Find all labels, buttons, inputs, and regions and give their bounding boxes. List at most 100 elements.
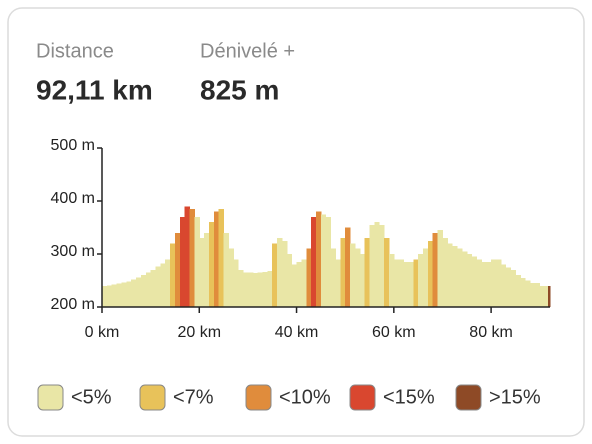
- profile-bar: [340, 238, 346, 307]
- profile-bar: [136, 277, 142, 307]
- legend-label: <10%: [279, 386, 331, 408]
- y-tick-label: 400 m: [51, 190, 95, 207]
- profile-bar: [301, 259, 307, 307]
- profile-bar: [286, 254, 293, 307]
- profile-bar: [442, 238, 448, 307]
- profile-bar: [495, 259, 502, 307]
- profile-bar: [102, 285, 108, 307]
- legend-swatch: [245, 384, 272, 411]
- legend-swatch: [37, 384, 64, 411]
- profile-bar: [413, 259, 419, 307]
- y-tick-label: 500 m: [51, 137, 95, 154]
- profile-bar: [335, 259, 341, 307]
- profile-bar: [408, 261, 414, 307]
- profile-bar: [379, 224, 385, 307]
- legend-swatch: [349, 384, 376, 411]
- profile-bar: [252, 273, 259, 307]
- profile-bar: [277, 238, 283, 307]
- profile-bar: [145, 272, 152, 307]
- profile-bar: [272, 243, 278, 307]
- profile-bar: [423, 248, 429, 307]
- profile-bar: [345, 227, 351, 307]
- profile-bar: [223, 232, 229, 307]
- legend-swatch: [139, 384, 166, 411]
- profile-bar: [106, 285, 113, 307]
- y-tick-label: 300 m: [51, 243, 95, 260]
- profile-bar: [481, 261, 487, 307]
- profile-bar: [418, 254, 424, 307]
- profile-bar: [427, 240, 434, 307]
- profile-bar: [548, 285, 551, 307]
- legend-label: <5%: [71, 386, 112, 408]
- profile-bar: [486, 261, 492, 307]
- profile-bar: [466, 254, 473, 307]
- profile-bar: [461, 251, 468, 307]
- profile-bar: [330, 248, 336, 307]
- profile-bar: [393, 259, 400, 307]
- x-tick-label: 20 km: [177, 324, 221, 341]
- profile-bar: [534, 283, 541, 307]
- profile-bar: [126, 281, 132, 307]
- stat-value: 92,11 km: [36, 74, 153, 105]
- legend-label: <15%: [383, 386, 435, 408]
- profile-bar: [243, 272, 249, 307]
- x-tick-label: 60 km: [372, 324, 416, 341]
- profile-bar: [374, 222, 380, 307]
- profile-bar: [257, 272, 264, 307]
- profile-bar: [291, 264, 298, 307]
- profile-bar: [204, 232, 210, 307]
- profile-bar: [165, 259, 171, 307]
- stat-label: Distance: [36, 40, 114, 62]
- profile-bar: [515, 275, 521, 307]
- profile-bar: [505, 267, 512, 307]
- profile-bar: [194, 216, 200, 307]
- profile-bar: [437, 230, 443, 307]
- profile-bar: [233, 259, 239, 307]
- profile-bar: [398, 259, 405, 307]
- profile-bar: [262, 272, 268, 307]
- profile-bar: [150, 269, 157, 307]
- profile-bar: [281, 240, 288, 307]
- x-tick-label: 0 km: [85, 324, 120, 341]
- profile-bar: [471, 256, 478, 307]
- stat-value: 825 m: [200, 74, 279, 105]
- profile-bar: [218, 208, 225, 307]
- x-tick-label: 40 km: [275, 324, 319, 341]
- profile-bar: [199, 238, 205, 307]
- legend-label: >15%: [489, 386, 541, 408]
- profile-bar: [311, 216, 317, 307]
- profile-bar: [544, 285, 551, 307]
- profile-bar: [316, 211, 322, 307]
- profile-bar: [359, 254, 366, 307]
- profile-bar: [247, 272, 254, 307]
- profile-bar: [228, 248, 234, 307]
- profile-bar: [520, 277, 526, 307]
- profile-bar: [388, 254, 395, 307]
- profile-bar: [238, 269, 244, 307]
- profile-bar: [160, 263, 166, 307]
- profile-bar: [320, 214, 327, 307]
- profile-bar: [530, 283, 536, 307]
- x-tick-label: 80 km: [469, 324, 513, 341]
- profile-bar: [350, 243, 356, 307]
- profile-bar: [432, 232, 439, 307]
- y-tick-label: 200 m: [51, 296, 95, 313]
- profile-bar: [209, 222, 215, 307]
- profile-bar: [189, 208, 195, 307]
- profile-bar: [403, 261, 409, 307]
- profile-bar: [170, 243, 176, 307]
- profile-bar: [539, 285, 546, 307]
- profile-bar: [213, 211, 220, 307]
- profile-bar: [354, 248, 361, 307]
- profile-bar: [296, 261, 302, 307]
- profile-bar: [140, 275, 147, 307]
- profile-bar: [500, 264, 507, 307]
- profile-bar: [121, 282, 127, 307]
- profile-bar: [476, 259, 482, 307]
- profile-bar: [457, 248, 463, 307]
- profile-bar: [116, 283, 122, 307]
- profile-bar: [369, 224, 375, 307]
- profile-bar: [179, 216, 186, 307]
- profile-bar: [364, 238, 371, 307]
